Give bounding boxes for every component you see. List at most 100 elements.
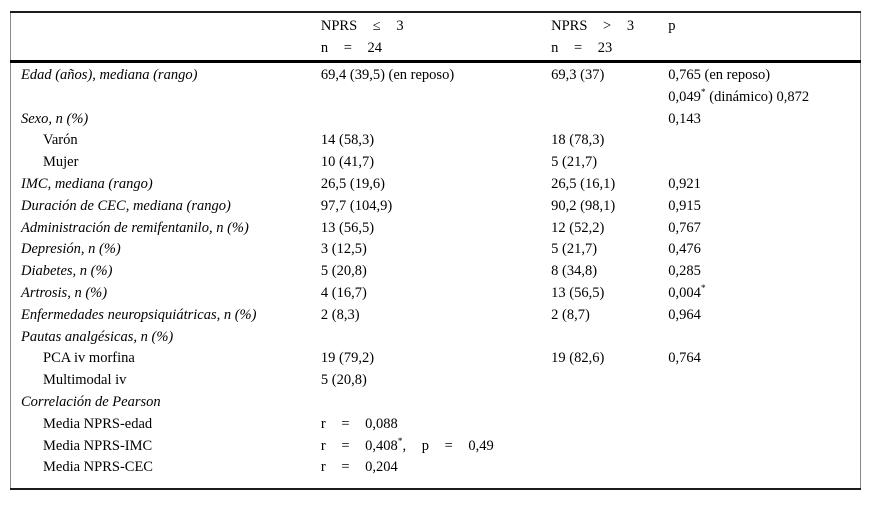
cell-imc-col3: 26,5 (16,1) — [551, 174, 668, 196]
header-nprs-gt3-n: n = 23 — [551, 39, 613, 56]
cell-text: r = 0,204 — [320, 459, 398, 476]
row-label-media-nprs-cec: Media NPRS-CEC — [43, 459, 153, 476]
cell-text: 26,5 (19,6) — [320, 175, 385, 192]
cell-media-nprs-cec-col3 — [551, 457, 668, 489]
table-row-media-nprs-cec: Media NPRS-CEC r = 0,204 — [11, 457, 861, 489]
cell-artrosis-col2: 4 (16,7) — [321, 283, 551, 305]
cell-sexo-col4: 0,143 — [668, 109, 860, 131]
header-col-nprs-le3: NPRS ≤ 3 n = 24 — [320, 12, 552, 63]
header-col-nprs-gt3: NPRS > 3 n = 23 — [551, 12, 669, 63]
cell-sexo-col3 — [551, 109, 668, 131]
cell-text: 0,964 — [668, 306, 701, 323]
table-row-pca-iv-morfina: PCA iv morfina 19 (79,2) 19 (82,6) 0,764 — [11, 348, 861, 370]
cell-duracion-cec-col3: 90,2 (98,1) — [551, 196, 668, 218]
table-header: NPRS ≤ 3 n = 24 NPRS > 3 n = 23 p — [10, 12, 861, 63]
cell-text: 0,765 (en reposo) — [668, 67, 771, 83]
cell-text: r = 0,408 — [320, 437, 398, 454]
cell-neuropsiquiatricas-col3: 2 (8,7) — [551, 305, 668, 327]
cell-text: 69,3 (37) — [551, 67, 605, 83]
cell-text: 13 (56,5) — [320, 219, 375, 236]
table-row-depresion: Depresión, n (%) 3 (12,5) 5 (21,7) 0,476 — [11, 239, 861, 261]
cell-media-nprs-imc-col2: r = 0,408*, p = 0,49 — [321, 436, 551, 458]
cell-correlacion-pearson-col2 — [321, 392, 551, 414]
header-nprs-le3-n: n = 24 — [320, 39, 383, 56]
cell-duracion-cec-col4: 0,915 — [668, 196, 860, 218]
cell-remifentanilo-col3: 12 (52,2) — [551, 218, 668, 240]
row-label-multimodal-iv: Multimodal iv — [43, 372, 127, 389]
superscript-asterisk: * — [700, 87, 706, 98]
cell-text: r = 0,088 — [320, 415, 398, 432]
cell-remifentanilo-col4: 0,767 — [668, 218, 860, 240]
cell-text: 8 (34,8) — [551, 263, 598, 280]
cell-correlacion-pearson-col3 — [551, 392, 668, 414]
cell-text: 5 (20,8) — [320, 263, 367, 280]
cell-artrosis-col3: 13 (56,5) — [551, 283, 668, 305]
cell-text: 14 (58,3) — [320, 132, 375, 149]
superscript-asterisk: * — [700, 284, 706, 295]
cell-diabetes-col4: 0,285 — [668, 261, 860, 283]
superscript-asterisk: * — [397, 436, 403, 447]
cell-varon-col3: 18 (78,3) — [551, 130, 668, 152]
cell-text: 0,915 — [668, 197, 701, 214]
table-row-neuropsiquiatricas: Enfermedades neuropsiquiátricas, n (%) 2 … — [11, 305, 861, 327]
cell-text: 19 (79,2) — [320, 350, 375, 367]
row-label-media-nprs-imc: Media NPRS-IMC — [43, 437, 153, 454]
row-label-media-nprs-edad: Media NPRS-edad — [43, 415, 153, 432]
table-row-duracion-cec: Duración de CEC, mediana (rango) 97,7 (10… — [11, 196, 861, 218]
table-row-multimodal-iv: Multimodal iv 5 (20,8) — [11, 370, 861, 392]
cell-imc-col4: 0,921 — [668, 174, 860, 196]
cell-text: 0,476 — [668, 241, 701, 258]
cell-pautas-analgesicas-col4 — [668, 327, 860, 349]
cell-text: 0,285 — [668, 263, 701, 280]
cell-text: 90,2 (98,1) — [551, 197, 616, 214]
cell-diabetes-col2: 5 (20,8) — [321, 261, 551, 283]
clinical-characteristics-table: NPRS ≤ 3 n = 24 NPRS > 3 n = 23 p Edad (… — [10, 11, 861, 491]
row-label-duracion-cec: Duración de CEC, mediana (rango) — [21, 197, 231, 214]
cell-pca-iv-morfina-col4: 0,764 — [668, 348, 860, 370]
cell-text: 3 (12,5) — [320, 241, 367, 258]
cell-text: 19 (82,6) — [551, 350, 605, 367]
cell-media-nprs-edad-col3 — [551, 414, 668, 436]
table-row-pautas-analgesicas: Pautas analgésicas, n (%) — [11, 327, 861, 349]
cell-imc-col2: 26,5 (19,6) — [321, 174, 551, 196]
cell-text: 4 (16,7) — [320, 284, 367, 301]
row-label-mujer: Mujer — [43, 154, 79, 171]
row-label-pautas-analgesicas: Pautas analgésicas, n (%) — [21, 328, 174, 345]
cell-multimodal-iv-col3 — [551, 370, 668, 392]
cell-text: 5 (21,7) — [551, 241, 598, 258]
row-label-varon: Varón — [43, 132, 78, 149]
cell-artrosis-col4: 0,004* — [668, 283, 860, 305]
cell-diabetes-col3: 8 (34,8) — [551, 261, 668, 283]
cell-multimodal-iv-col4 — [668, 370, 860, 392]
table-body: Edad (años), mediana (rango) 69,4 (39,5) … — [11, 62, 861, 490]
cell-text: 12 (52,2) — [551, 219, 605, 236]
table-row-correlacion-pearson: Correlación de Pearson — [11, 392, 861, 414]
row-label-remifentanilo: Administración de remifentanilo, n (%) — [21, 219, 249, 236]
cell-neuropsiquiatricas-col2: 2 (8,3) — [321, 305, 551, 327]
cell-depresion-col4: 0,476 — [668, 239, 860, 261]
cell-mujer-col2: 10 (41,7) — [321, 152, 551, 174]
cell-text: 0,049 — [668, 88, 701, 105]
cell-neuropsiquiatricas-col4: 0,964 — [668, 305, 860, 327]
table-row-diabetes: Diabetes, n (%) 5 (20,8) 8 (34,8) 0,285 — [11, 261, 861, 283]
cell-text: (dinámico) 0,872 — [705, 88, 810, 105]
header-nprs-le3-title: NPRS ≤ 3 — [320, 18, 404, 34]
cell-text: 0,143 — [668, 110, 701, 127]
cell-pautas-analgesicas-col2 — [321, 327, 551, 349]
table-row-remifentanilo: Administración de remifentanilo, n (%) 13… — [11, 218, 861, 240]
row-label-artrosis: Artrosis, n (%) — [21, 284, 108, 301]
cell-text: 0,004 — [668, 284, 701, 301]
cell-mujer-col4 — [668, 152, 860, 174]
row-label-sexo: Sexo, n (%) — [21, 110, 89, 127]
row-label-diabetes: Diabetes, n (%) — [21, 263, 113, 280]
cell-text: 0,921 — [668, 175, 701, 192]
cell-text: 26,5 (16,1) — [551, 175, 616, 192]
cell-media-nprs-edad-col4 — [668, 414, 860, 436]
cell-multimodal-iv-col2: 5 (20,8) — [321, 370, 551, 392]
table-row-media-nprs-imc: Media NPRS-IMC r = 0,408*, p = 0,49 — [11, 436, 861, 458]
cell-edad-col3: 69,3 (37) — [551, 62, 668, 109]
row-label-depresion: Depresión, n (%) — [21, 241, 121, 258]
table-row-imc: IMC, mediana (rango) 26,5 (19,6) 26,5 (16,… — [11, 174, 861, 196]
cell-varon-col4 — [668, 130, 860, 152]
